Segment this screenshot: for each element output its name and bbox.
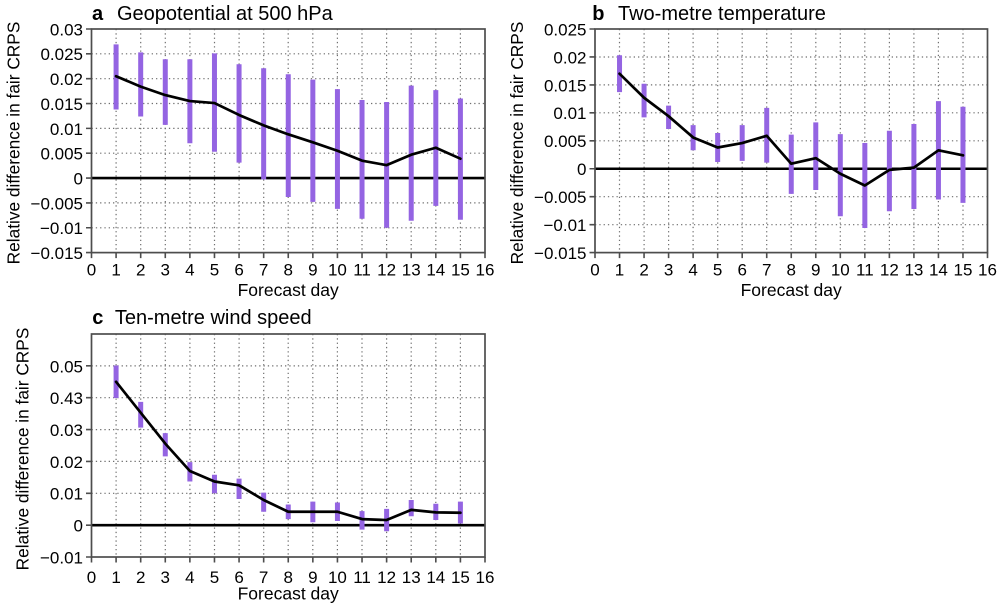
svg-text:16: 16	[476, 260, 495, 279]
svg-text:9: 9	[308, 568, 317, 587]
svg-text:0.02: 0.02	[553, 48, 586, 67]
svg-text:14: 14	[929, 260, 948, 279]
svg-text:7: 7	[259, 260, 268, 279]
svg-text:0.005: 0.005	[40, 145, 83, 164]
svg-text:0.015: 0.015	[544, 76, 587, 95]
svg-text:6: 6	[234, 260, 243, 279]
svg-text:4: 4	[688, 260, 697, 279]
svg-text:15: 15	[451, 260, 470, 279]
svg-text:12: 12	[377, 260, 396, 279]
svg-text:−0.01: −0.01	[543, 216, 586, 235]
svg-text:8: 8	[284, 260, 293, 279]
svg-text:0.03: 0.03	[50, 20, 83, 39]
svg-text:2: 2	[639, 260, 648, 279]
svg-text:0: 0	[87, 568, 96, 587]
svg-text:10: 10	[831, 260, 850, 279]
svg-text:Forecast day: Forecast day	[238, 584, 339, 604]
svg-text:a: a	[92, 3, 104, 25]
svg-text:−0.015: −0.015	[534, 244, 586, 263]
svg-text:Two-metre temperature: Two-metre temperature	[618, 3, 826, 25]
svg-text:0.015: 0.015	[40, 95, 83, 114]
svg-text:−0.005: −0.005	[534, 188, 586, 207]
svg-text:7: 7	[259, 568, 268, 587]
svg-text:14: 14	[426, 568, 445, 587]
svg-text:9: 9	[308, 260, 317, 279]
svg-text:3: 3	[161, 568, 170, 587]
svg-text:1: 1	[111, 568, 120, 587]
svg-text:8: 8	[284, 568, 293, 587]
svg-text:6: 6	[737, 260, 746, 279]
svg-text:0.005: 0.005	[544, 132, 587, 151]
svg-text:0.43: 0.43	[50, 389, 83, 408]
svg-text:15: 15	[954, 260, 973, 279]
svg-text:0: 0	[590, 260, 599, 279]
svg-text:7: 7	[762, 260, 771, 279]
svg-text:5: 5	[210, 568, 219, 587]
svg-text:−0.005: −0.005	[31, 194, 83, 213]
svg-text:16: 16	[476, 568, 495, 587]
svg-text:11: 11	[353, 260, 371, 279]
svg-text:5: 5	[713, 260, 722, 279]
svg-text:0.02: 0.02	[50, 70, 83, 89]
svg-text:0.01: 0.01	[50, 485, 83, 504]
svg-text:9: 9	[811, 260, 820, 279]
svg-text:3: 3	[161, 260, 170, 279]
svg-text:0.025: 0.025	[40, 45, 83, 64]
svg-text:Geopotential at 500 hPa: Geopotential at 500 hPa	[117, 3, 334, 25]
svg-text:10: 10	[328, 568, 347, 587]
svg-text:2: 2	[136, 568, 145, 587]
svg-text:2: 2	[136, 260, 145, 279]
svg-text:4: 4	[185, 568, 194, 587]
svg-text:5: 5	[210, 260, 219, 279]
svg-text:0.02: 0.02	[50, 453, 83, 472]
svg-text:Ten-metre wind speed: Ten-metre wind speed	[115, 307, 312, 329]
svg-text:0: 0	[577, 160, 586, 179]
svg-text:13: 13	[402, 260, 421, 279]
svg-text:12: 12	[377, 568, 396, 587]
svg-text:4: 4	[185, 260, 194, 279]
svg-text:14: 14	[426, 260, 445, 279]
svg-text:0.01: 0.01	[50, 120, 83, 139]
svg-text:0.025: 0.025	[544, 20, 587, 39]
svg-text:10: 10	[328, 260, 347, 279]
svg-text:15: 15	[451, 568, 470, 587]
svg-text:Relative difference in fair CR: Relative difference in fair CRPS	[507, 22, 527, 265]
svg-text:3: 3	[664, 260, 673, 279]
svg-text:b: b	[592, 3, 604, 25]
svg-text:−0.015: −0.015	[31, 244, 83, 263]
svg-text:16: 16	[978, 260, 997, 279]
svg-text:0.01: 0.01	[553, 104, 586, 123]
svg-text:Forecast day: Forecast day	[238, 280, 339, 300]
svg-text:−0.01: −0.01	[40, 219, 83, 238]
svg-text:1: 1	[615, 260, 624, 279]
svg-text:0: 0	[87, 260, 96, 279]
svg-text:Forecast day: Forecast day	[741, 280, 842, 300]
svg-text:11: 11	[353, 568, 371, 587]
svg-text:0.03: 0.03	[50, 421, 83, 440]
svg-text:11: 11	[856, 260, 874, 279]
svg-text:0: 0	[74, 517, 83, 536]
svg-text:13: 13	[402, 568, 421, 587]
svg-text:1: 1	[111, 260, 120, 279]
svg-text:12: 12	[880, 260, 899, 279]
svg-text:0: 0	[74, 170, 83, 189]
svg-text:0.05: 0.05	[50, 357, 83, 376]
svg-text:Relative difference in fair CR: Relative difference in fair CRPS	[3, 22, 23, 265]
svg-text:−0.01: −0.01	[40, 548, 83, 567]
svg-text:c: c	[92, 307, 103, 329]
svg-text:Relative difference in fair CR: Relative difference in fair CRPS	[13, 328, 33, 571]
svg-text:13: 13	[904, 260, 923, 279]
svg-text:8: 8	[787, 260, 796, 279]
svg-text:6: 6	[234, 568, 243, 587]
